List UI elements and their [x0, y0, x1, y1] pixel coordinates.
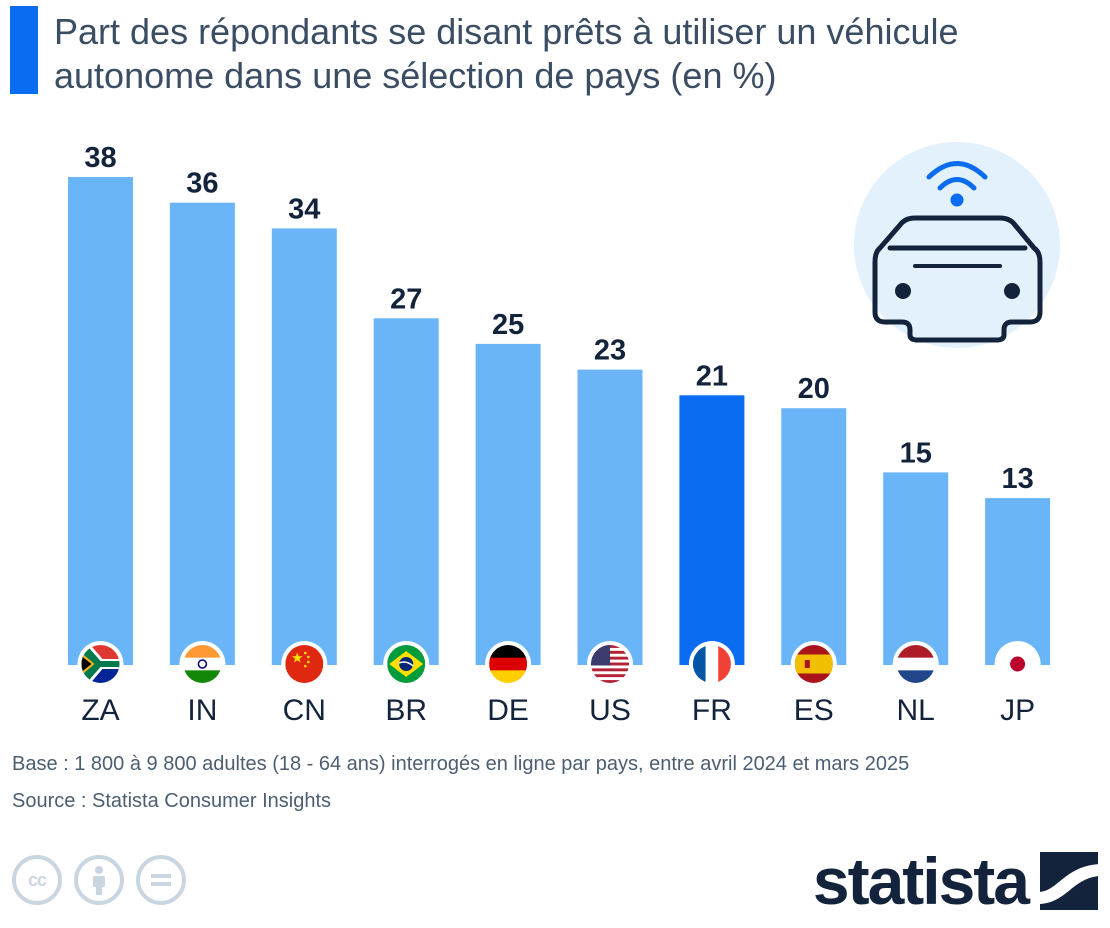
flag-in-icon [179, 641, 226, 687]
attribution-icon[interactable] [74, 855, 124, 905]
bar-us [577, 369, 643, 665]
chart-title: Part des répondants se disant prêts à ut… [54, 10, 1094, 98]
base-note: Base : 1 800 à 9 800 adultes (18 - 64 an… [12, 753, 910, 775]
bar-cn [271, 228, 337, 665]
chart-title-line2: autonome dans une sélection de pays (en … [54, 55, 777, 96]
car-body [872, 215, 1043, 343]
bars-layer: 38 ZA 36 IN 34 CN 27 BR 25 DE 23 US 21 FR 20 ES 15 NL 13 JP [68, 142, 1051, 727]
title-accent-bar [10, 6, 38, 94]
value-label-us: 23 [594, 335, 626, 367]
bar-br [373, 318, 439, 665]
value-label-nl: 15 [900, 437, 932, 469]
chart-title-line1: Part des répondants se disant prêts à ut… [54, 11, 959, 52]
flag-za-icon [77, 641, 124, 687]
category-label-us: US [589, 694, 631, 727]
category-label-de: DE [487, 694, 529, 727]
flag-nl-icon [892, 641, 939, 687]
flag-br-icon [383, 641, 430, 687]
category-label-in: IN [187, 694, 217, 727]
signal-wave-inner [937, 177, 977, 191]
category-label-za: ZA [81, 694, 119, 727]
flag-fr-icon [688, 641, 735, 687]
flag-cn-icon [281, 641, 328, 687]
statista-logo[interactable]: statista [813, 846, 1098, 916]
bar-in [169, 202, 235, 665]
source-note: Source : Statista Consumer Insights [12, 790, 332, 812]
bar-za [68, 177, 133, 665]
bar-de [475, 343, 541, 665]
license-icons: cc [12, 855, 186, 905]
value-label-cn: 34 [288, 193, 320, 225]
bar-fr [679, 395, 745, 665]
value-label-es: 20 [798, 373, 830, 405]
bar-es [781, 408, 847, 665]
no-derivatives-icon[interactable] [136, 855, 186, 905]
value-label-fr: 21 [696, 360, 728, 392]
value-label-de: 25 [492, 309, 524, 341]
signal-wave-outer [926, 161, 988, 180]
category-label-br: BR [385, 694, 427, 727]
bar-jp [985, 498, 1051, 665]
category-label-es: ES [794, 694, 834, 727]
category-label-nl: NL [897, 694, 935, 727]
category-label-jp: JP [1000, 694, 1035, 727]
value-label-za: 38 [84, 142, 116, 174]
flag-es-icon [790, 641, 837, 687]
signal-dot [950, 193, 964, 207]
statista-logo-icon [1040, 852, 1098, 910]
bar-chart: 38 ZA 36 IN 34 CN 27 BR 25 DE 23 US 21 FR 20 ES 15 NL 13 JP [68, 142, 1060, 727]
value-label-in: 36 [186, 168, 218, 200]
value-label-jp: 13 [1001, 463, 1033, 495]
flag-de-icon [485, 641, 532, 687]
category-label-fr: FR [692, 694, 732, 727]
car-headlight-left [895, 283, 911, 299]
bar-nl [883, 472, 949, 665]
cc-icon[interactable]: cc [12, 855, 62, 905]
category-label-cn: CN [283, 694, 326, 727]
autonomous-car-icon [854, 142, 1060, 348]
flag-us-icon [587, 641, 633, 687]
flag-jp-icon [994, 641, 1041, 687]
car-headlight-right [1004, 283, 1020, 299]
value-label-br: 27 [390, 283, 422, 315]
